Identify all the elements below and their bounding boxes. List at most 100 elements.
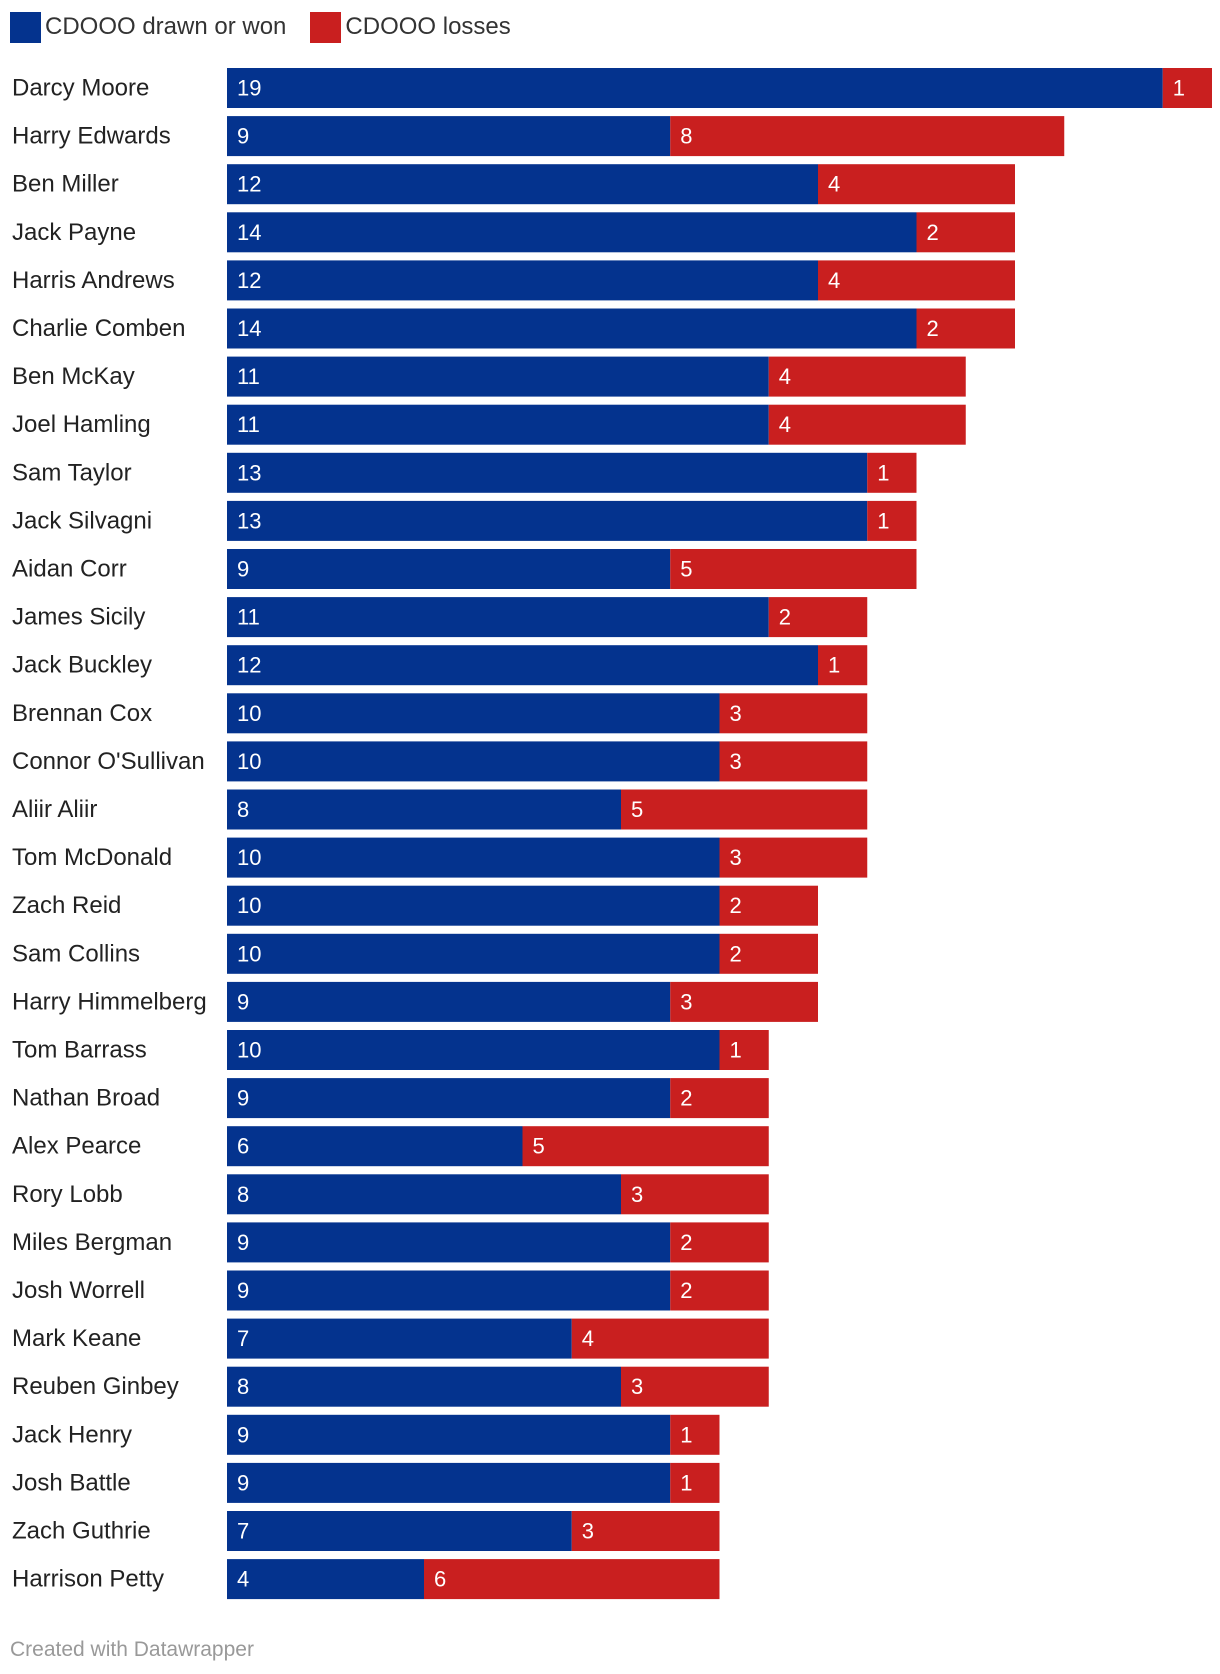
bar-losses-rory-lobb bbox=[621, 1174, 769, 1215]
value-label-drawn-or-won-charlie-comben: 14 bbox=[237, 316, 261, 341]
value-label-drawn-or-won-sam-collins: 10 bbox=[237, 941, 261, 966]
category-label-harrison-petty: Harrison Petty bbox=[12, 1566, 164, 1593]
bar-drawn-or-won-ben-mckay bbox=[227, 356, 769, 397]
value-label-drawn-or-won-darcy-moore: 19 bbox=[237, 76, 261, 101]
value-label-drawn-or-won-brennan-cox: 10 bbox=[237, 701, 261, 726]
value-label-losses-josh-battle: 1 bbox=[680, 1470, 692, 1495]
bar-drawn-or-won-sam-collins bbox=[227, 933, 720, 974]
category-label-harry-himmelberg: Harry Himmelberg bbox=[12, 988, 207, 1015]
bar-drawn-or-won-harris-andrews bbox=[227, 260, 818, 301]
value-label-losses-jack-buckley: 1 bbox=[828, 653, 840, 678]
bar-drawn-or-won-jack-buckley bbox=[227, 645, 818, 686]
bar-losses-sam-taylor bbox=[867, 452, 917, 493]
value-label-drawn-or-won-joel-hamling: 11 bbox=[237, 412, 260, 437]
value-label-drawn-or-won-harrison-petty: 4 bbox=[237, 1567, 249, 1592]
bar-losses-harris-andrews bbox=[818, 260, 1015, 301]
value-label-drawn-or-won-tom-barrass: 10 bbox=[237, 1038, 261, 1063]
value-label-losses-jack-payne: 2 bbox=[927, 220, 939, 245]
value-label-losses-harrison-petty: 6 bbox=[434, 1567, 446, 1592]
bar-losses-brennan-cox bbox=[719, 693, 868, 734]
bar-losses-harry-himmelberg bbox=[670, 981, 818, 1022]
category-label-james-sicily: James Sicily bbox=[12, 604, 145, 631]
value-label-drawn-or-won-sam-taylor: 13 bbox=[237, 460, 261, 485]
category-label-tom-barrass: Tom Barrass bbox=[12, 1037, 147, 1064]
category-label-josh-worrell: Josh Worrell bbox=[12, 1277, 145, 1304]
footer-credit: Created with Datawrapper bbox=[10, 1638, 254, 1661]
value-label-losses-nathan-broad: 2 bbox=[680, 1086, 692, 1111]
category-label-zach-reid: Zach Reid bbox=[12, 892, 121, 919]
bar-losses-tom-mcdonald bbox=[719, 837, 868, 878]
category-label-ben-mckay: Ben McKay bbox=[12, 363, 135, 390]
bar-drawn-or-won-reuben-ginbey bbox=[227, 1366, 621, 1407]
value-label-losses-josh-worrell: 2 bbox=[680, 1278, 692, 1303]
value-label-drawn-or-won-nathan-broad: 9 bbox=[237, 1086, 249, 1111]
category-label-alex-pearce: Alex Pearce bbox=[12, 1133, 141, 1160]
bar-losses-mark-keane bbox=[571, 1318, 769, 1359]
category-label-jack-buckley: Jack Buckley bbox=[12, 652, 152, 679]
value-label-losses-zach-reid: 2 bbox=[730, 893, 742, 918]
category-label-rory-lobb: Rory Lobb bbox=[12, 1181, 123, 1208]
category-label-reuben-ginbey: Reuben Ginbey bbox=[12, 1373, 179, 1400]
bar-losses-charlie-comben bbox=[916, 308, 1015, 349]
value-label-losses-james-sicily: 2 bbox=[779, 605, 791, 630]
bar-drawn-or-won-brennan-cox bbox=[227, 693, 720, 734]
value-label-drawn-or-won-josh-worrell: 9 bbox=[237, 1278, 249, 1303]
bar-losses-zach-guthrie bbox=[571, 1511, 720, 1551]
bar-losses-darcy-moore bbox=[1162, 68, 1212, 108]
bar-losses-sam-collins bbox=[719, 933, 818, 974]
bar-drawn-or-won-jack-henry bbox=[227, 1414, 671, 1455]
value-label-drawn-or-won-aidan-corr: 9 bbox=[237, 557, 249, 582]
value-label-losses-ben-miller: 4 bbox=[828, 172, 840, 197]
bar-losses-ben-mckay bbox=[768, 356, 966, 397]
bar-drawn-or-won-connor-o-sullivan bbox=[227, 741, 720, 782]
bar-drawn-or-won-jack-payne bbox=[227, 212, 917, 253]
value-label-drawn-or-won-rory-lobb: 8 bbox=[237, 1182, 249, 1207]
value-label-losses-harry-edwards: 8 bbox=[680, 124, 692, 149]
value-label-losses-sam-taylor: 1 bbox=[877, 460, 889, 485]
bar-drawn-or-won-josh-battle bbox=[227, 1462, 671, 1503]
category-label-joel-hamling: Joel Hamling bbox=[12, 411, 151, 438]
bar-drawn-or-won-alex-pearce bbox=[227, 1126, 523, 1167]
bar-drawn-or-won-ben-miller bbox=[227, 164, 818, 205]
value-label-losses-harry-himmelberg: 3 bbox=[680, 989, 692, 1014]
value-label-losses-rory-lobb: 3 bbox=[631, 1182, 643, 1207]
bar-losses-harrison-petty bbox=[424, 1559, 720, 1600]
bar-drawn-or-won-harry-himmelberg bbox=[227, 981, 671, 1022]
bar-losses-jack-buckley bbox=[818, 645, 868, 686]
bar-drawn-or-won-miles-bergman bbox=[227, 1222, 671, 1263]
category-label-josh-battle: Josh Battle bbox=[12, 1469, 131, 1496]
value-label-drawn-or-won-ben-mckay: 11 bbox=[237, 364, 260, 389]
bar-losses-nathan-broad bbox=[670, 1078, 769, 1119]
value-label-losses-brennan-cox: 3 bbox=[730, 701, 742, 726]
value-label-drawn-or-won-jack-payne: 14 bbox=[237, 220, 261, 245]
value-label-losses-jack-silvagni: 1 bbox=[877, 508, 889, 533]
category-label-jack-henry: Jack Henry bbox=[12, 1421, 132, 1448]
value-label-losses-harris-andrews: 4 bbox=[828, 268, 840, 293]
legend-swatch-drawn-or-won bbox=[10, 11, 41, 43]
value-label-losses-ben-mckay: 4 bbox=[779, 364, 791, 389]
bar-losses-ben-miller bbox=[818, 164, 1015, 205]
bar-drawn-or-won-joel-hamling bbox=[227, 404, 769, 445]
bar-losses-josh-battle bbox=[670, 1462, 720, 1503]
bar-drawn-or-won-zach-reid bbox=[227, 885, 720, 926]
value-label-drawn-or-won-aliir-aliir: 8 bbox=[237, 797, 249, 822]
value-label-drawn-or-won-zach-reid: 10 bbox=[237, 893, 261, 918]
category-label-connor-o-sullivan: Connor O'Sullivan bbox=[12, 748, 205, 775]
legend-label-drawn-or-won: CDOOO drawn or won bbox=[45, 13, 287, 40]
category-label-harris-andrews: Harris Andrews bbox=[12, 267, 175, 294]
category-label-sam-taylor: Sam Taylor bbox=[12, 459, 132, 486]
value-label-drawn-or-won-connor-o-sullivan: 10 bbox=[237, 749, 261, 774]
bar-losses-alex-pearce bbox=[522, 1126, 769, 1167]
value-label-losses-alex-pearce: 5 bbox=[533, 1134, 545, 1159]
category-label-harry-edwards: Harry Edwards bbox=[12, 123, 171, 150]
bar-drawn-or-won-josh-worrell bbox=[227, 1270, 671, 1311]
value-label-losses-reuben-ginbey: 3 bbox=[631, 1374, 643, 1399]
bar-losses-tom-barrass bbox=[719, 1030, 769, 1070]
category-label-darcy-moore: Darcy Moore bbox=[12, 75, 149, 102]
value-label-drawn-or-won-ben-miller: 12 bbox=[237, 172, 261, 197]
value-label-drawn-or-won-harry-himmelberg: 9 bbox=[237, 989, 249, 1014]
bar-drawn-or-won-tom-mcdonald bbox=[227, 837, 720, 878]
value-label-drawn-or-won-miles-bergman: 9 bbox=[237, 1230, 249, 1255]
bar-drawn-or-won-jack-silvagni bbox=[227, 500, 868, 541]
value-label-losses-darcy-moore: 1 bbox=[1173, 76, 1185, 101]
